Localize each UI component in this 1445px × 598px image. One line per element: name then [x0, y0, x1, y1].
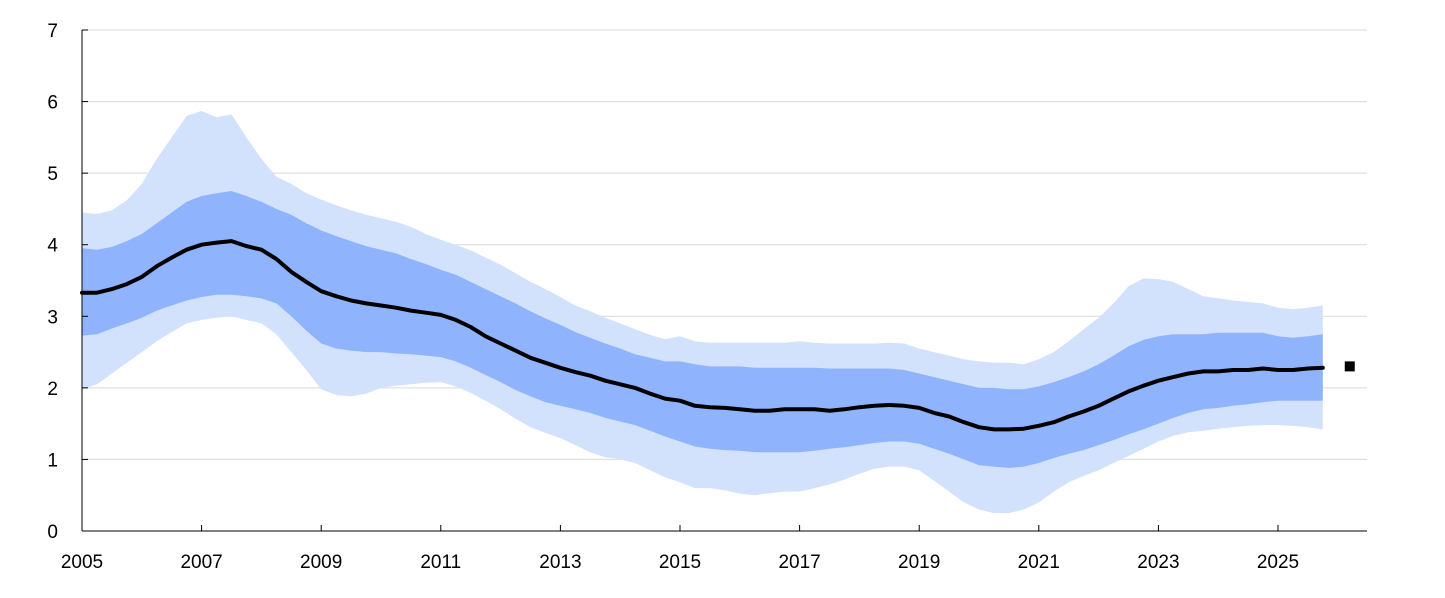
axes	[81, 30, 1367, 532]
y-tick-label: 4	[47, 236, 58, 257]
marker-group	[1344, 361, 1355, 372]
x-tick-label: 2019	[898, 552, 940, 573]
x-tick-label: 2009	[300, 552, 342, 573]
x-axis-ticks: 2005 2007 2009 2011 2013 2015 2017 2019 2021 2023…	[61, 525, 1299, 573]
x-tick-label: 2013	[539, 552, 581, 573]
y-tick-label: 1	[47, 450, 58, 471]
x-tick-label: 2021	[1018, 552, 1060, 573]
median-line	[80, 239, 1325, 432]
x-tick-label: 2005	[61, 552, 103, 573]
y-tick-label: 2	[47, 379, 58, 400]
y-tick-label: 3	[47, 307, 58, 328]
uncertainty-bands	[82, 110, 1323, 514]
outer-band	[82, 110, 1323, 514]
y-axis-ticks: 0 1 2 3 4 5 6 7	[47, 21, 88, 543]
inner-band	[82, 191, 1323, 468]
y-tick-label: 0	[47, 522, 58, 543]
x-tick-label: 2007	[180, 552, 222, 573]
y-tick-label: 5	[47, 164, 58, 185]
x-tick-label: 2023	[1137, 552, 1179, 573]
median-line-group	[80, 239, 1325, 432]
x-tick-label: 2015	[659, 552, 701, 573]
y-tick-label: 7	[47, 21, 58, 42]
x-tick-label: 2011	[420, 552, 461, 573]
x-tick-label: 2017	[778, 552, 820, 573]
y-tick-label: 6	[47, 93, 58, 114]
x-tick-label: 2025	[1257, 552, 1299, 573]
square-marker	[1344, 361, 1355, 372]
